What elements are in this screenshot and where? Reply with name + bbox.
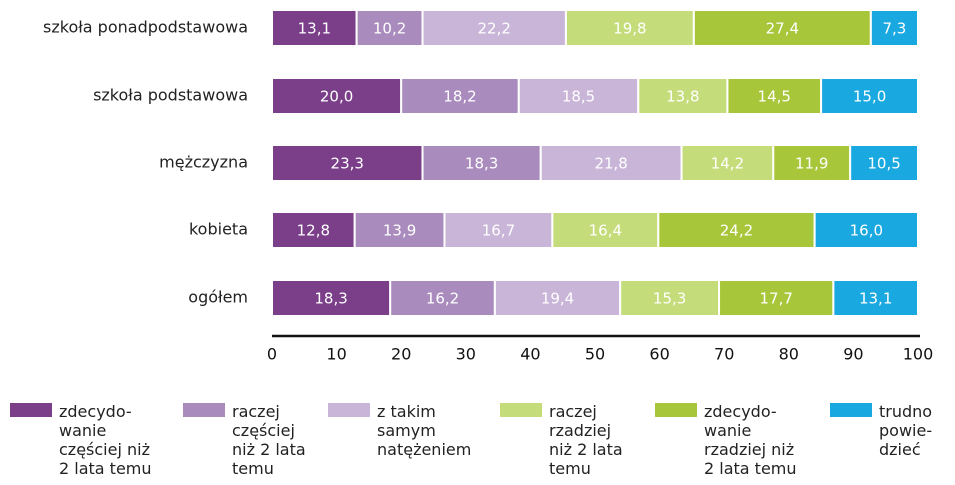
value-label: 19,4 xyxy=(541,290,574,308)
legend-label: zdecydo- wanie rzadziej niż 2 lata temu xyxy=(704,402,797,478)
value-label: 16,0 xyxy=(850,222,883,240)
bar-segment xyxy=(619,279,721,317)
legend-label: z takim samym natężeniem xyxy=(377,402,472,459)
value-label: 11,9 xyxy=(795,155,828,173)
bar-segment xyxy=(869,9,919,47)
value-label: 22,2 xyxy=(478,20,511,38)
value-label: 17,7 xyxy=(759,290,792,308)
x-tick-label: 90 xyxy=(843,345,863,364)
x-tick-label: 40 xyxy=(520,345,540,364)
x-tick-label: 60 xyxy=(649,345,669,364)
category-label: szkoła ponadpodstawowa xyxy=(43,18,248,37)
value-label: 27,4 xyxy=(766,20,799,38)
value-label: 18,2 xyxy=(443,88,476,106)
legend-swatch xyxy=(500,403,542,417)
value-label: 13,1 xyxy=(298,20,331,38)
bar-segment xyxy=(832,279,920,317)
legend-swatch xyxy=(655,403,697,417)
x-tick-label: 10 xyxy=(326,345,346,364)
legend-label: zdecydo- wanie częściej niż 2 lata temu xyxy=(59,402,152,478)
value-label: 14,5 xyxy=(758,88,791,106)
bar-segment xyxy=(680,144,775,182)
value-label: 24,2 xyxy=(720,222,753,240)
x-tick-label: 50 xyxy=(585,345,605,364)
legend-label: raczej rzadziej niż 2 lata temu xyxy=(549,402,623,478)
legend-label: raczej częściej niż 2 lata temu xyxy=(232,402,306,478)
bar-segment xyxy=(551,211,660,249)
bar-segment xyxy=(726,77,823,115)
value-label: 14,2 xyxy=(711,155,744,173)
bar-segment xyxy=(400,77,520,115)
value-label: 13,1 xyxy=(859,290,892,308)
bar-segment xyxy=(849,144,919,182)
category-label: szkoła podstawowa xyxy=(93,86,248,105)
bar-segment xyxy=(389,279,496,317)
bar-segment xyxy=(355,9,424,47)
bar-segment xyxy=(271,211,356,249)
category-label: mężczyzna xyxy=(159,153,248,172)
x-tick-label: 20 xyxy=(391,345,411,364)
value-label: 20,0 xyxy=(320,88,353,106)
bar-segment xyxy=(421,9,567,47)
value-label: 23,3 xyxy=(331,155,364,173)
bar-segment xyxy=(813,211,920,249)
value-label: 10,5 xyxy=(867,155,900,173)
legend-swatch xyxy=(830,403,872,417)
bar-segment xyxy=(637,77,729,115)
value-label: 16,4 xyxy=(589,222,622,240)
bar-segment xyxy=(271,144,424,182)
value-label: 15,3 xyxy=(653,290,686,308)
category-label: ogółem xyxy=(188,288,248,307)
value-label: 18,3 xyxy=(465,155,498,173)
legend-label: trudno powie- dzieć xyxy=(879,402,933,459)
legend-swatch xyxy=(328,403,370,417)
value-label: 13,8 xyxy=(666,88,699,106)
value-label: 16,2 xyxy=(426,290,459,308)
bar-segment xyxy=(820,77,919,115)
value-label: 16,7 xyxy=(482,222,515,240)
legend-swatch xyxy=(10,403,52,417)
x-tick-label: 70 xyxy=(714,345,734,364)
value-label: 15,0 xyxy=(853,88,886,106)
value-label: 12,8 xyxy=(297,222,330,240)
x-tick-label: 80 xyxy=(779,345,799,364)
bar-segment xyxy=(539,144,683,182)
value-label: 19,8 xyxy=(613,20,646,38)
value-label: 10,2 xyxy=(373,20,406,38)
bar-segment xyxy=(271,77,403,115)
bar-segment xyxy=(443,211,554,249)
legend-swatch xyxy=(183,403,225,417)
bar-segment xyxy=(517,77,640,115)
category-label: kobieta xyxy=(189,220,248,239)
value-label: 21,8 xyxy=(594,155,627,173)
value-label: 13,9 xyxy=(383,222,416,240)
x-tick-label: 30 xyxy=(456,345,476,364)
x-tick-label: 100 xyxy=(903,345,934,364)
value-label: 18,3 xyxy=(314,290,347,308)
x-tick-label: 0 xyxy=(267,345,277,364)
value-label: 18,5 xyxy=(562,88,595,106)
bar-segment xyxy=(692,9,872,47)
bar-segment xyxy=(718,279,835,317)
bar-segment xyxy=(657,211,816,249)
value-label: 7,3 xyxy=(882,20,906,38)
bar-segment xyxy=(271,279,392,317)
